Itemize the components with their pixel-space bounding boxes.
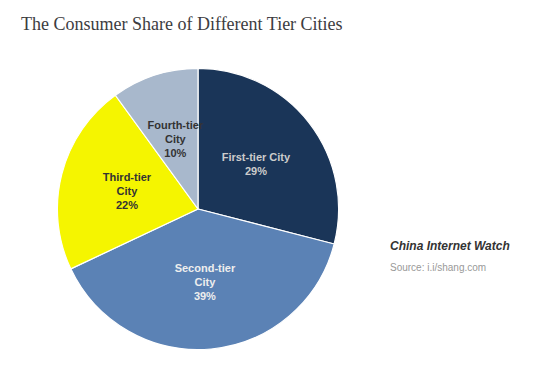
svg-text:39%: 39% [194, 290, 216, 302]
svg-text:10%: 10% [164, 147, 186, 159]
svg-text:The Consumer Share of Differen: The Consumer Share of Different Tier Cit… [21, 14, 343, 34]
svg-text:Fourth-tier: Fourth-tier [148, 119, 204, 131]
svg-text:First-tier City: First-tier City [222, 151, 291, 163]
svg-text:Third-tier: Third-tier [103, 171, 152, 183]
svg-text:Second-tier: Second-tier [175, 262, 236, 274]
svg-text:City: City [117, 185, 139, 197]
svg-text:Source: i.i/shang.com: Source: i.i/shang.com [390, 262, 486, 273]
svg-text:City: City [165, 133, 187, 145]
svg-text:City: City [195, 276, 217, 288]
svg-text:China Internet Watch: China Internet Watch [390, 239, 510, 253]
svg-text:22%: 22% [116, 199, 138, 211]
svg-text:29%: 29% [245, 165, 267, 177]
